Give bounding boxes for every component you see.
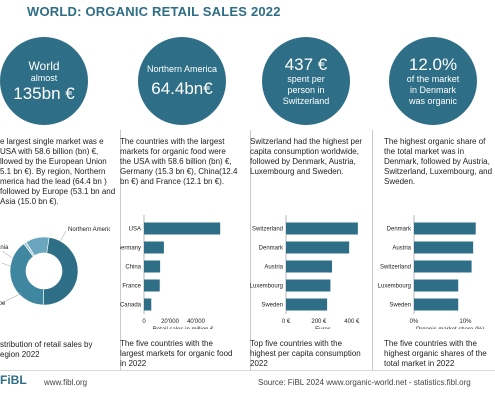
slice-europe [9,243,44,306]
column-world: World almost 135bn € e largest single ma… [0,35,115,370]
bar-label-denmark: Denmark [259,246,284,252]
bar-canada [144,298,152,311]
label-oceania: Oceania [0,245,9,251]
label-northern-america: Northern America [68,227,110,233]
leader-line [1,292,23,304]
leader-line [1,262,13,268]
slice-northern-america [42,237,79,306]
footer-source: Source: FiBL 2024 www.organic-world.net … [258,378,471,387]
slice-asia [25,236,50,257]
label-europe: Europe [0,301,6,307]
northern-america-circle: Northern America 64.4bn€ [138,37,226,125]
bar-label-luxembourg: Luxembourg [378,284,411,290]
x-tick-label: 0% [410,319,419,325]
dk-circle-line2: of the market [406,74,460,84]
bar-switzerland [414,260,472,273]
bar-sweden [414,298,459,311]
ch-circle-line2: spent per [287,74,325,84]
bar-denmark [286,241,350,254]
world-circle-line2: almost [30,73,58,83]
world-circle: World almost 135bn € [0,37,88,125]
world-circle-line3: 135bn € [13,84,75,103]
column-switzerland: 437 € spent per person in Switzerland Sw… [250,35,368,370]
column-denmark: 12.0% of the market in Denmark was organ… [372,35,492,370]
per-capita-chart: Switzerland Denmark Austria Luxembourg Swede… [250,215,360,329]
largest-markets-chart: USA Germany China France Canada 0 20'000 40'000… [120,215,221,329]
footer-url[interactable]: www.fibl.org [44,378,88,387]
world-description: e largest single market was e USA with 5… [0,137,116,206]
bar-luxembourg [414,279,459,292]
world-circle-line1: World [28,59,60,73]
dk-circle-line4: was organic [408,96,458,106]
dk-circle-line3: in Denmark [409,85,456,95]
bar-label-sweden: Sweden [261,303,283,309]
dk-circle-line1: 12.0% [408,55,458,74]
column-divider [250,130,251,370]
bar-label-china: China [125,265,141,271]
na-caption: The five countries with the largest mark… [120,339,233,368]
bar-label-switzerland: Switzerland [252,227,283,233]
x-tick-label: 10% [459,319,472,325]
x-axis-label: Euros [315,327,331,329]
fibl-logo: FiBL [0,373,27,387]
bar-sweden [286,298,328,311]
x-tick-label: 0 € [282,319,291,325]
bar-label-canada: Canada [120,303,142,309]
switzerland-circle: 437 € spent per person in Switzerland [262,37,350,125]
bar-denmark [414,222,476,235]
bar-label-germany: Germany [120,246,141,252]
dk-description: The highest organic share of the total m… [384,137,493,186]
bar-label-france: France [122,284,141,290]
ch-circle-line4: Switzerland [282,96,330,106]
bar-luxembourg [286,279,331,292]
x-tick-label: 400 € [344,319,360,325]
bar-label-sweden: Sweden [389,303,411,309]
bar-austria [286,260,333,273]
na-description: The countries with the largest markets f… [120,137,238,186]
na-circle-line1: Northern America [146,64,218,74]
x-tick-label: 40'000 [187,319,205,325]
page-title: WORLD: ORGANIC RETAIL SALES 2022 [27,4,281,19]
bar-china [144,260,161,273]
column-divider [120,130,121,370]
footer-divider [0,370,495,371]
ch-circle-line3: person in [287,85,325,95]
ch-circle-line1: 437 € [284,55,328,74]
bar-label-switzerland: Switzerland [380,265,411,271]
bar-france [144,279,160,292]
ch-caption: Top five countries with the highest per … [250,339,361,368]
x-axis-label: Organic market share (%) [416,327,485,329]
bar-label-luxembourg: Luxembourg [250,284,283,290]
x-axis-label: Retail sales in million € [152,327,214,329]
region-donut-chart: Northern AmericaEuropeOceaniaAsia [0,227,110,307]
bar-label-austria: Austria [392,246,411,252]
bar-usa [144,222,221,235]
leader-line [59,230,67,243]
organic-share-chart: Denmark Austria Switzerland Luxembourg Swede… [378,215,485,329]
column-divider [372,130,373,370]
x-tick-label: 200 € [311,319,327,325]
bar-label-denmark: Denmark [387,227,412,233]
bar-switzerland [286,222,358,235]
dk-caption: The five countries with the highest orga… [384,339,487,368]
bar-label-austria: Austria [264,265,283,271]
bar-label-usa: USA [129,227,141,233]
na-circle-line2: 64.4bn€ [151,79,213,98]
bar-austria [414,241,474,254]
ch-description: Switzerland had the highest per capita c… [250,137,363,176]
denmark-circle: 12.0% of the market in Denmark was organ… [389,37,477,125]
bar-germany [144,241,164,254]
column-northern-america: Northern America 64.4bn€ The countries w… [120,35,238,370]
x-tick-label: 0 [142,319,146,325]
x-tick-label: 20'000 [161,319,179,325]
world-caption: stribution of retail sales by egion 2022 [0,340,93,359]
leader-line [1,250,15,260]
